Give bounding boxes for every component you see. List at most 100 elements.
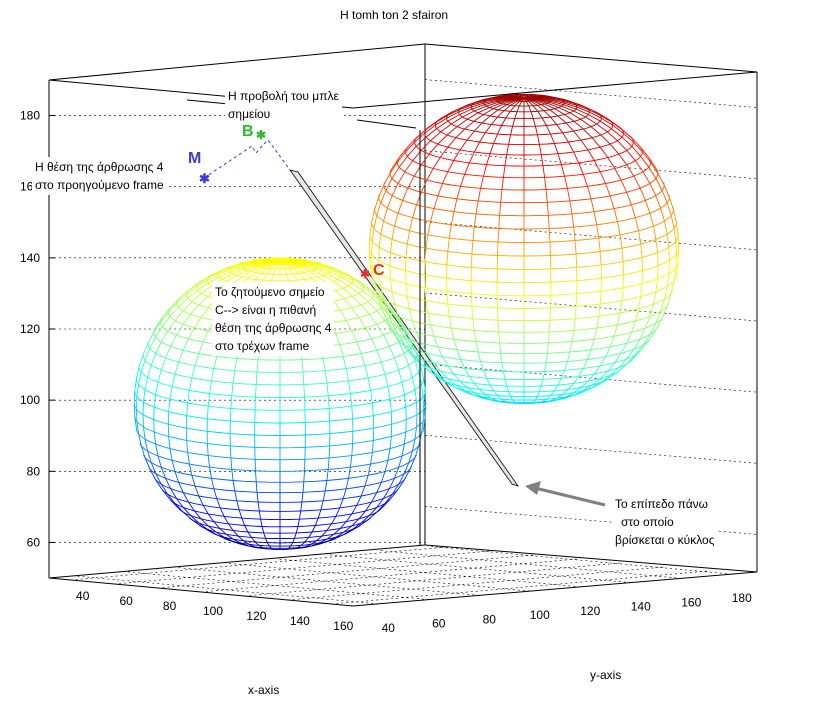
z-grid-line-back: [424, 292, 758, 322]
front-sphere-meridian: [345, 320, 353, 332]
back-sphere-meridian: [427, 221, 431, 235]
back-sphere-meridian: [437, 375, 448, 383]
front-sphere-meridian: [135, 409, 138, 422]
front-sphere-meridian: [383, 334, 390, 347]
back-sphere-meridian: [437, 134, 448, 145]
back-sphere-meridian: [420, 358, 430, 369]
front-sphere-meridian: [187, 289, 198, 299]
front-sphere-meridian: [351, 518, 360, 527]
back-sphere-meridian: [537, 97, 551, 100]
front-sphere-meridian: [144, 439, 149, 452]
front-sphere-meridian: [138, 372, 142, 385]
front-sphere-meridian: [424, 403, 427, 417]
front-sphere-meridian: [206, 443, 209, 456]
front-sphere-meridian: [291, 262, 304, 266]
back-sphere-meridian: [386, 195, 393, 209]
front-sphere-meridian: [298, 510, 302, 520]
back-sphere-meridian: [633, 175, 641, 189]
front-sphere-meridian: [155, 444, 159, 456]
back-sphere-meridian: [557, 377, 562, 386]
back-sphere-meridian: [498, 331, 501, 343]
back-sphere-meridian: [500, 99, 513, 104]
front-sphere-meridian: [310, 540, 317, 545]
front-sphere-meridian: [188, 327, 195, 340]
back-sphere-meridian: [639, 327, 646, 340]
back-sphere-meridian: [389, 265, 391, 279]
front-sphere-meridian: [213, 521, 221, 529]
back-sphere-meridian: [480, 176, 484, 189]
front-sphere-meridian: [182, 507, 192, 516]
back-sphere-meridian: [428, 367, 439, 376]
back-sphere-meridian: [547, 96, 559, 100]
back-sphere-meridian: [536, 97, 550, 99]
front-sphere-meridian: [414, 445, 420, 458]
back-sphere-meridian: [378, 260, 380, 274]
back-sphere-meridian: [575, 293, 578, 307]
z-tick-label: 60: [27, 535, 41, 549]
front-sphere-meridian: [316, 535, 323, 542]
back-sphere-meridian: [599, 356, 606, 367]
back-sphere-meridian: [614, 353, 622, 363]
back-sphere-meridian: [569, 341, 573, 352]
front-sphere-meridian: [339, 521, 347, 529]
back-sphere-meridian: [405, 141, 415, 153]
front-sphere-meridian: [202, 330, 209, 343]
front-sphere-meridian: [303, 261, 316, 264]
back-sphere-meridian: [398, 147, 408, 158]
front-sphere-meridian: [155, 326, 163, 338]
front-sphere-meridian: [394, 357, 400, 371]
back-sphere-meridian: [564, 114, 575, 122]
front-sphere-meridian: [342, 356, 347, 369]
back-sphere-meridian: [509, 105, 516, 112]
back-sphere-meridian: [442, 171, 449, 184]
back-sphere-meridian: [532, 399, 536, 403]
back-sphere-meridian: [657, 252, 659, 266]
back-sphere-meridian: [470, 253, 473, 268]
back-sphere-meridian: [663, 286, 668, 300]
back-sphere-meridian: [378, 273, 382, 287]
back-sphere-meridian: [426, 168, 434, 181]
back-sphere-meridian: [655, 317, 663, 330]
front-sphere-meridian: [182, 301, 193, 312]
front-sphere-meridian: [168, 436, 171, 449]
front-sphere-meridian: [381, 306, 391, 317]
front-sphere-meridian: [153, 321, 161, 333]
front-sphere-meridian: [255, 371, 258, 385]
front-sphere-meridian: [315, 262, 328, 267]
front-sphere-meridian: [270, 274, 274, 281]
back-sphere-meridian: [489, 109, 499, 117]
back-sphere-meridian: [472, 227, 475, 241]
front-sphere-meridian: [326, 273, 339, 280]
back-sphere-ring: [374, 206, 674, 243]
back-sphere-meridian: [468, 151, 475, 164]
front-sphere-meridian: [416, 402, 418, 415]
front-sphere-meridian: [155, 473, 162, 485]
front-sphere-meridian: [422, 396, 425, 410]
back-sphere-meridian: [489, 399, 499, 402]
back-sphere-meridian: [666, 202, 672, 216]
front-sphere-meridian: [219, 267, 232, 273]
front-sphere-meridian: [388, 478, 395, 489]
back-sphere-meridian: [447, 137, 457, 148]
back-sphere-meridian: [621, 287, 624, 301]
back-sphere-meridian: [378, 247, 380, 261]
back-sphere-meridian: [649, 213, 654, 227]
back-sphere-meridian: [398, 340, 408, 351]
back-sphere-meridian: [473, 394, 484, 399]
back-sphere-meridian: [617, 140, 628, 151]
back-sphere-meridian: [415, 136, 427, 147]
back-sphere-meridian: [481, 396, 491, 401]
front-sphere-meridian: [147, 365, 152, 378]
back-sphere-meridian: [440, 123, 452, 133]
back-sphere-meridian: [453, 373, 461, 382]
back-sphere-meridian: [528, 105, 532, 112]
back-sphere-meridian: [503, 104, 511, 112]
back-sphere-meridian: [497, 395, 502, 400]
front-sphere-meridian: [370, 390, 373, 404]
back-sphere-meridian: [446, 111, 459, 119]
front-sphere-meridian: [134, 416, 137, 429]
front-sphere-meridian: [339, 344, 344, 357]
back-sphere-meridian: [607, 157, 616, 169]
front-sphere-meridian: [329, 269, 342, 276]
front-sphere-meridian: [155, 479, 163, 491]
